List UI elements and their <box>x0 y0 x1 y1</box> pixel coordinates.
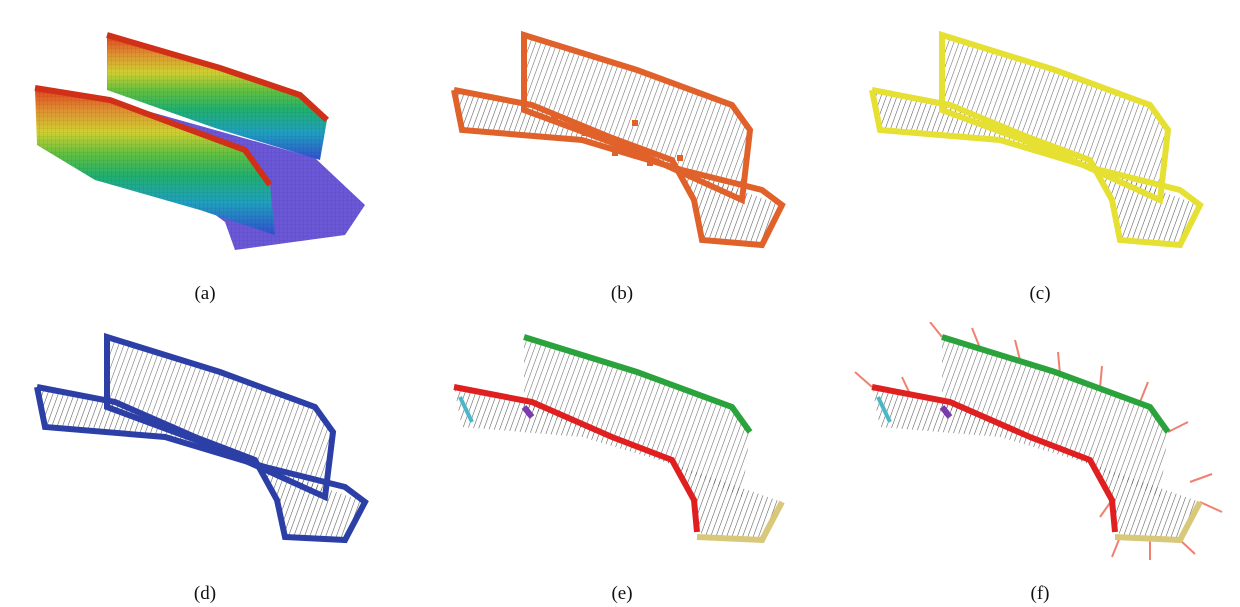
front-wall <box>872 387 1200 540</box>
segment-purple <box>521 405 535 419</box>
back-wall <box>942 35 1168 200</box>
boundary-front <box>451 87 786 249</box>
caption-d: (d) <box>193 583 217 604</box>
panel-a <box>15 20 375 270</box>
panel-f-normals-render <box>854 322 1223 560</box>
panel-b-boundary-render <box>451 30 786 249</box>
boundary-front <box>869 87 1204 249</box>
panel-e <box>432 322 812 562</box>
front-wall <box>454 90 782 245</box>
boundary-back <box>521 30 754 205</box>
segment-red <box>871 384 1118 533</box>
boundary-back <box>939 30 1172 205</box>
boundary-back <box>104 332 337 502</box>
panel-a-voxel-render <box>34 32 365 250</box>
front-wall <box>872 90 1200 245</box>
caption-c: (c) <box>1029 283 1051 304</box>
caption-f: (f) <box>1030 583 1050 604</box>
panel-b <box>432 20 812 270</box>
panel-d-boundary-render <box>34 332 369 544</box>
segment-cyan <box>458 396 474 423</box>
front-wall <box>454 387 782 540</box>
front-wall <box>37 387 365 540</box>
back-wall <box>107 337 333 497</box>
segment-red <box>453 384 700 533</box>
panel-d <box>15 322 395 562</box>
segment-cyan <box>876 396 892 423</box>
back-wall <box>524 35 750 200</box>
segment-green <box>523 334 753 434</box>
panel-c <box>850 20 1230 270</box>
segment-green <box>941 334 1171 434</box>
back-wall <box>524 337 750 497</box>
segment-tan <box>1114 500 1203 544</box>
segment-tan <box>696 500 785 544</box>
caption-e: (e) <box>611 583 633 604</box>
panel-c-boundary-render <box>869 30 1204 249</box>
back-wall <box>942 337 1168 497</box>
boundary-front <box>34 384 369 544</box>
panel-e-segmented-render <box>453 334 785 544</box>
panel-f <box>850 322 1230 562</box>
caption-a: (a) <box>194 283 216 304</box>
segment-purple <box>939 405 953 419</box>
caption-b: (b) <box>610 283 634 304</box>
